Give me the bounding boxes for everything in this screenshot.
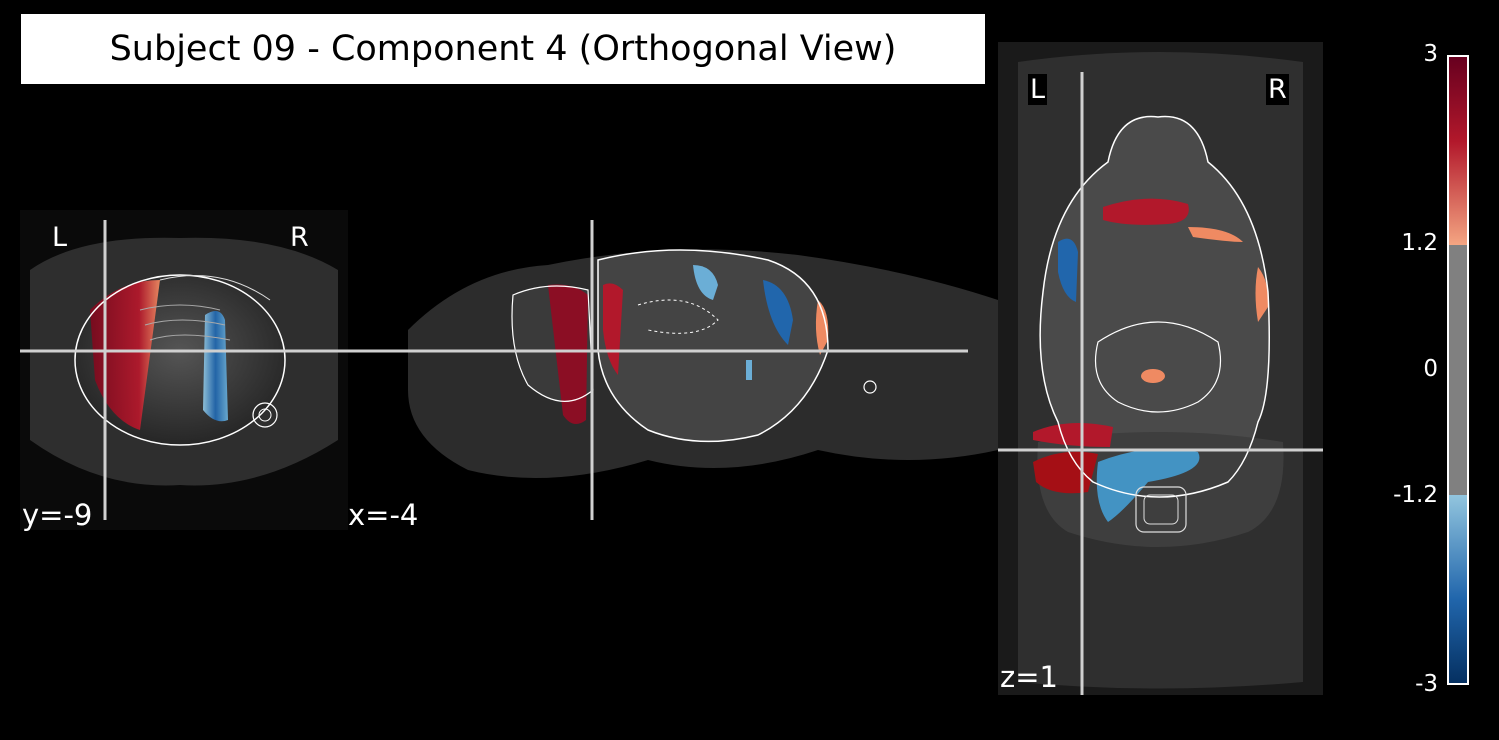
axial-red-blob-right [1255,267,1269,322]
sagittal-red-blob-3 [815,300,829,355]
sagittal-coord-label: x=-4 [348,498,419,532]
colorbar-tick-zero: 0 [1423,356,1438,382]
axial-blue-blob-bottom [1096,448,1200,522]
axial-coord-label: z=1 [1000,660,1058,694]
colorbar [1447,55,1469,685]
sagittal-red-blob-1 [548,284,588,424]
coronal-red-blob [90,280,160,430]
coronal-coord-label: y=-9 [22,498,93,532]
colorbar-tick-max: 3 [1423,41,1438,67]
sagittal-blue-blob-2 [763,280,793,345]
axial-left-label: L [1028,74,1048,105]
coronal-panel: L R y=-9 [20,210,348,532]
figure-title: Subject 09 - Component 4 (Orthogonal Vie… [21,14,985,84]
coronal-right-label: R [290,222,309,253]
colorbar-tick-min: -3 [1415,671,1438,697]
axial-red-blob-top [1103,198,1189,225]
coronal-blue-blob [203,311,228,422]
sagittal-slice-image [348,210,998,530]
axial-red-blob-bottom [1033,423,1113,447]
sagittal-panel: x=-4 [348,210,998,532]
axial-red-dot [1141,369,1165,383]
colorbar-tick-pos-threshold: 1.2 [1401,230,1438,256]
axial-blue-blob-left [1058,238,1078,302]
sagittal-blue-blob-1 [693,265,718,300]
coronal-left-label: L [52,222,68,253]
colorbar-tick-neg-threshold: -1.2 [1393,482,1438,508]
axial-panel: L R z=1 [998,42,1323,695]
axial-slice-image [998,42,1323,695]
coronal-slice-image [20,210,348,530]
axial-right-label: R [1266,74,1289,105]
